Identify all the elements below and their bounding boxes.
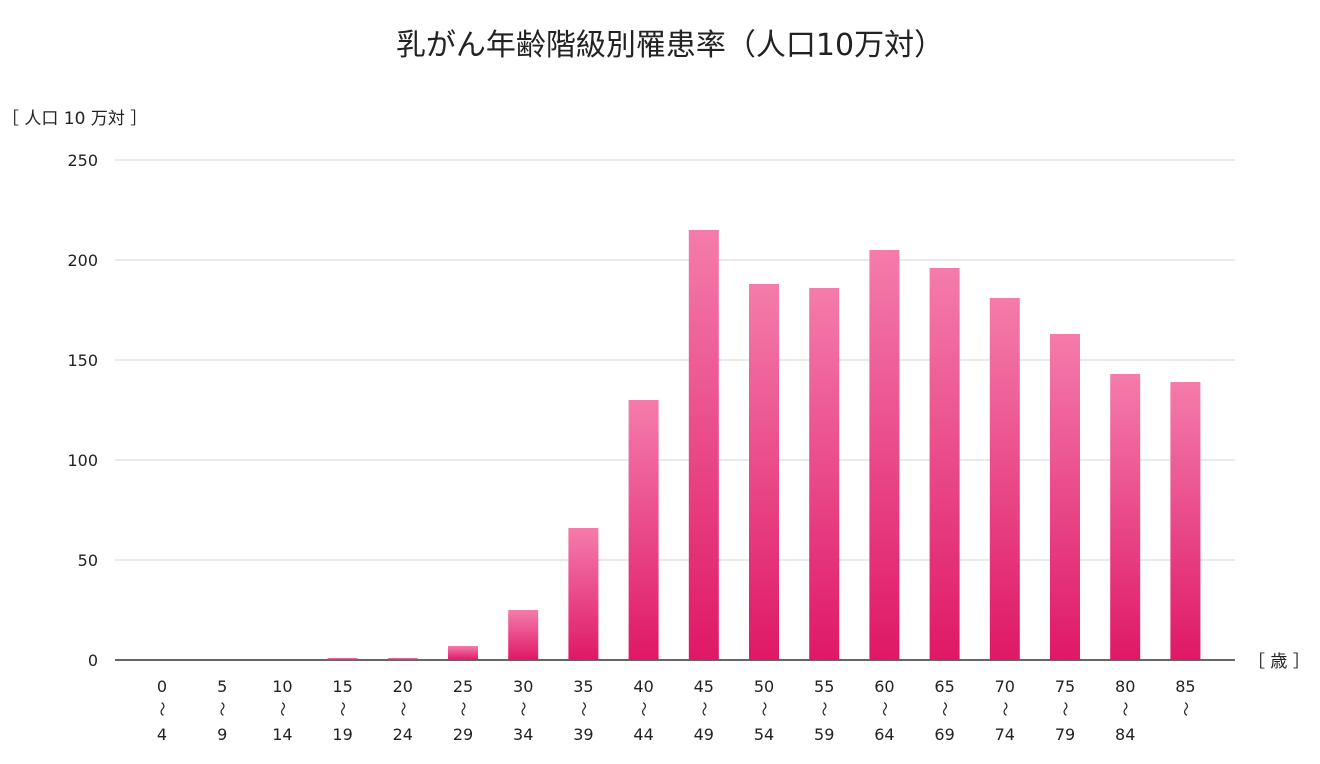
x-tick-range-symbol: 〜	[936, 701, 954, 716]
bar	[1050, 334, 1080, 660]
x-tick-label-from: 35	[573, 677, 593, 696]
bar	[387, 658, 418, 660]
y-tick-label: 100	[67, 451, 98, 470]
bar	[327, 658, 358, 660]
x-tick-label-from: 80	[1115, 677, 1135, 696]
x-tick-range-symbol: 〜	[1176, 701, 1194, 716]
x-tick-label-to: 59	[814, 725, 834, 744]
x-tick-label-to: 54	[754, 725, 774, 744]
bar	[628, 400, 659, 660]
x-tick-label-from: 15	[332, 677, 352, 696]
y-tick-label: 0	[88, 651, 98, 670]
bar	[448, 646, 478, 660]
x-tick-label-from: 45	[694, 677, 714, 696]
x-tick-label-to: 39	[573, 725, 593, 744]
x-tick-range-symbol: 〜	[514, 701, 532, 716]
x-tick-label-from: 55	[814, 677, 834, 696]
x-tick-label-to: 14	[272, 725, 292, 744]
x-tick-range-symbol: 〜	[755, 701, 773, 716]
bar	[688, 230, 719, 660]
x-tick-label-from: 85	[1175, 677, 1195, 696]
bar	[809, 288, 840, 660]
x-tick-range-symbol: 〜	[334, 701, 352, 716]
x-tick-label-to: 4	[157, 725, 167, 744]
x-tick-label-to: 19	[332, 725, 352, 744]
x-tick-label-from: 5	[217, 677, 227, 696]
x-tick-label-from: 10	[272, 677, 292, 696]
x-tick-label-to: 79	[1055, 725, 1075, 744]
bar	[508, 610, 539, 660]
x-tick-range-symbol: 〜	[815, 701, 833, 716]
x-tick-range-symbol: 〜	[695, 701, 713, 716]
x-tick-label-from: 25	[453, 677, 473, 696]
x-tick-range-symbol: 〜	[635, 701, 653, 716]
chart-title: 乳がん年齢階級別罹患率（人口10万対）	[396, 28, 944, 63]
x-tick-label-to: 9	[217, 725, 227, 744]
y-tick-label: 50	[78, 551, 98, 570]
x-tick-label-from: 60	[874, 677, 894, 696]
x-tick-label-to: 29	[453, 725, 473, 744]
x-tick-label-to: 44	[633, 725, 653, 744]
bar	[749, 284, 779, 660]
x-tick-label-to: 69	[934, 725, 954, 744]
x-tick-label-to: 64	[874, 725, 894, 744]
bar	[869, 250, 900, 660]
x-tick-range-symbol: 〜	[996, 701, 1014, 716]
x-tick-label-to: 74	[995, 725, 1015, 744]
x-tick-label-to: 34	[513, 725, 533, 744]
x-tick-range-symbol: 〜	[454, 701, 472, 716]
x-axis-label: ［ 歳 ］	[1248, 652, 1310, 672]
x-tick-label-from: 30	[513, 677, 533, 696]
x-tick-label-from: 65	[934, 677, 954, 696]
y-tick-label: 250	[67, 151, 98, 170]
x-tick-label-from: 0	[157, 677, 167, 696]
x-tick-label-to: 24	[393, 725, 413, 744]
x-tick-range-symbol: 〜	[1056, 701, 1074, 716]
x-tick-label-from: 70	[995, 677, 1015, 696]
x-tick-label-from: 40	[633, 677, 653, 696]
x-tick-label-from: 20	[393, 677, 413, 696]
x-tick-label-from: 75	[1055, 677, 1075, 696]
bar	[568, 528, 599, 660]
x-tick-range-symbol: 〜	[153, 701, 171, 716]
bar	[1110, 374, 1141, 660]
x-tick-range-symbol: 〜	[273, 701, 291, 716]
x-tick-label-to: 49	[694, 725, 714, 744]
x-tick-range-symbol: 〜	[1116, 701, 1134, 716]
x-tick-range-symbol: 〜	[875, 701, 893, 716]
x-tick-label-to: 84	[1115, 725, 1135, 744]
y-axis-label: ［ 人口 10 万対 ］	[2, 109, 147, 129]
bar	[1170, 382, 1201, 660]
x-tick-range-symbol: 〜	[213, 701, 231, 716]
bar	[929, 268, 960, 660]
bar	[989, 298, 1020, 660]
x-tick-label-from: 50	[754, 677, 774, 696]
x-tick-range-symbol: 〜	[394, 701, 412, 716]
y-tick-label: 150	[67, 351, 98, 370]
y-tick-label: 200	[67, 251, 98, 270]
x-tick-range-symbol: 〜	[574, 701, 592, 716]
